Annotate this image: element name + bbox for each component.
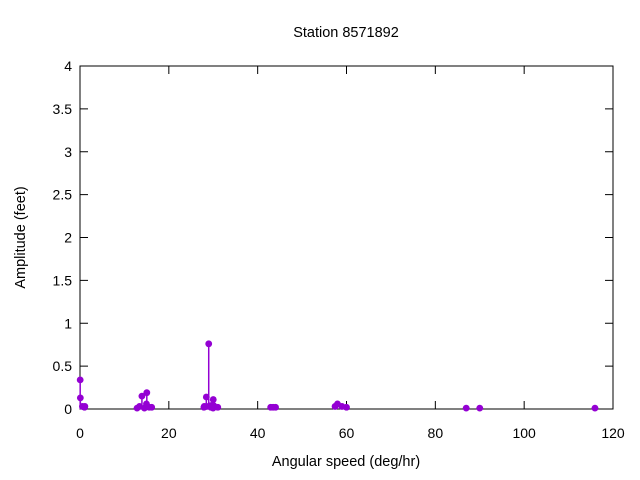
data-point bbox=[209, 396, 217, 403]
x-tick-label: 40 bbox=[250, 425, 266, 441]
data-point bbox=[148, 403, 156, 411]
y-tick-label: 1.5 bbox=[53, 272, 73, 288]
data-point bbox=[462, 404, 470, 412]
data-point bbox=[591, 404, 599, 412]
data-point bbox=[76, 394, 84, 402]
data-point bbox=[343, 403, 350, 411]
y-tick-label: 2.5 bbox=[53, 187, 73, 203]
data-series bbox=[76, 340, 599, 412]
data-point bbox=[76, 376, 84, 384]
y-tick-label: 0.5 bbox=[53, 358, 73, 374]
y-tick-label: 3.5 bbox=[53, 101, 73, 117]
chart-title: Station 8571892 bbox=[293, 25, 399, 41]
x-tick-label: 80 bbox=[428, 425, 444, 441]
x-tick-label: 20 bbox=[161, 425, 177, 441]
plot-border bbox=[79, 65, 614, 410]
data-point bbox=[214, 403, 222, 411]
x-tick-label: 100 bbox=[512, 425, 536, 441]
data-point bbox=[138, 392, 146, 400]
x-axis-label: Angular speed (deg/hr) bbox=[272, 454, 420, 470]
y-tick-label: 4 bbox=[64, 58, 72, 74]
data-point bbox=[272, 403, 279, 411]
data-point bbox=[81, 403, 89, 410]
data-point bbox=[205, 340, 213, 348]
x-tick-label: 60 bbox=[339, 425, 355, 441]
data-point bbox=[143, 389, 151, 397]
x-tick-label: 0 bbox=[76, 425, 84, 441]
x-tick-label: 120 bbox=[601, 425, 625, 441]
axis-ticks: 0 20 40 60 80 100 120 0 0.5 1 1.5 2 2.5 3 3.5 4 bbox=[53, 58, 625, 441]
y-axis-label: Amplitude (feet) bbox=[13, 186, 29, 288]
data-point bbox=[476, 404, 484, 412]
y-tick-label: 0 bbox=[64, 401, 72, 417]
y-tick-label: 1 bbox=[64, 315, 72, 331]
y-tick-label: 3 bbox=[64, 144, 72, 160]
y-tick-label: 2 bbox=[64, 230, 72, 246]
